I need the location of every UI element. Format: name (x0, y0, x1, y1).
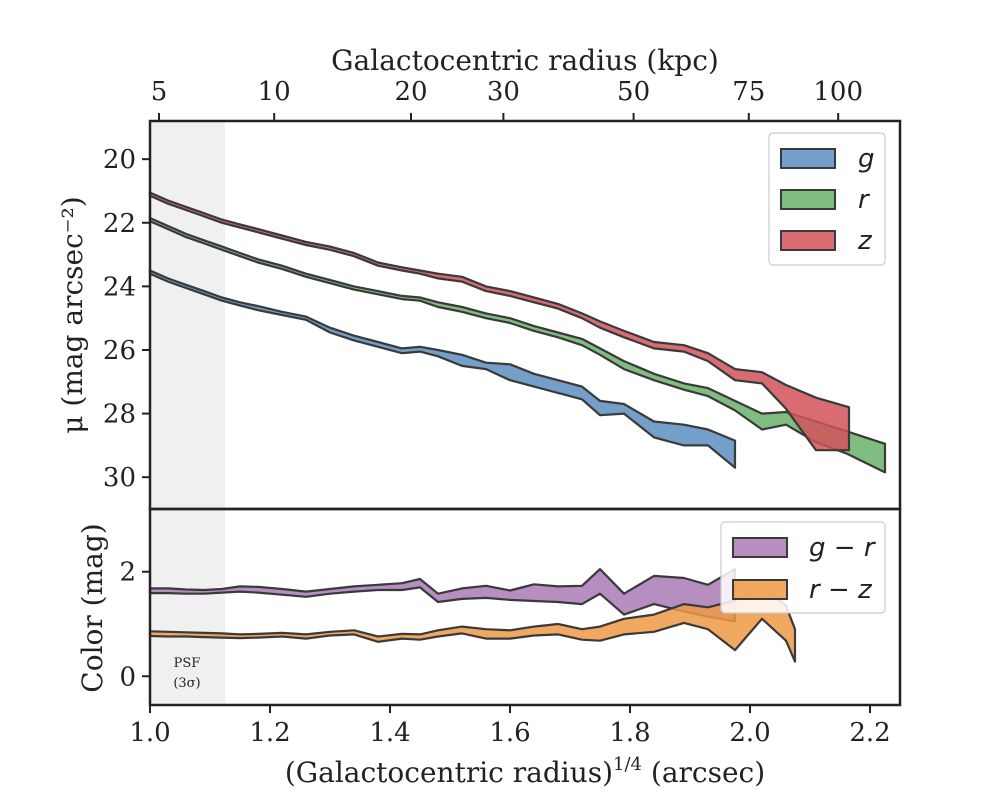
top-legend-swatch (780, 148, 836, 169)
bottom-x-axis-label: (Galactocentric radius)1/4 (arcsec) (285, 754, 765, 789)
x-axis-label-suffix: (arcsec) (642, 756, 765, 789)
legends: grz g − r r − z (720, 132, 886, 614)
xtick-top-label: 100 (813, 77, 863, 107)
xtick-top-label: 30 (487, 77, 520, 107)
top-legend-label: r (858, 185, 871, 215)
ytick-top-label: 30 (103, 463, 136, 493)
color-bands (148, 568, 797, 663)
x-axis-label-main: (Galactocentric radius) (285, 756, 613, 789)
psf-annotation-line2: (3σ) (173, 676, 200, 691)
band-gr (148, 568, 737, 623)
top-axis-label: Galactocentric radius (kpc) (331, 44, 719, 77)
xtick-bottom-label: 1.6 (489, 718, 530, 748)
band-z (148, 191, 851, 452)
ytick-bottom-label: 0 (119, 662, 136, 692)
bottom-legend-label: r − z (809, 575, 873, 605)
top-legend-swatch (780, 189, 836, 210)
band-rz (148, 583, 797, 663)
top-legend-label: z (857, 226, 873, 256)
xtick-bottom-label: 1.8 (609, 718, 650, 748)
bottom-panel-frame (148, 507, 902, 707)
top-y-axis-label: μ (mag arcsec⁻²) (56, 196, 89, 433)
axis-ticks: 20 22 24 26 28 30 5 10 20 30 50 75 100 0 2 1.0 1.2 1.4 1.6… (103, 77, 891, 748)
bottom-legend-swatch (732, 537, 788, 558)
xtick-bottom-label: 1.2 (249, 718, 290, 748)
ytick-top-label: 28 (103, 400, 136, 430)
xtick-top-label: 20 (394, 77, 427, 107)
xtick-bottom-label: 2.0 (729, 718, 770, 748)
band-g (148, 269, 737, 469)
surface-brightness-bands (148, 191, 887, 474)
ytick-top-label: 22 (103, 209, 136, 239)
psf-shade-bottom (150, 509, 225, 705)
ytick-top-label: 24 (103, 272, 136, 302)
ytick-top-label: 20 (103, 145, 136, 175)
top-legend-label: g (858, 144, 875, 174)
xtick-top-label: 5 (151, 77, 168, 107)
xtick-top-label: 50 (617, 77, 650, 107)
xtick-bottom-label: 1.4 (369, 718, 410, 748)
ytick-bottom-label: 2 (119, 558, 136, 588)
bottom-y-axis-label: Color (mag) (76, 523, 109, 692)
x-axis-label-superscript: 1/4 (613, 754, 642, 775)
psf-annotation-line1: PSF (174, 656, 201, 671)
xtick-top-label: 75 (732, 77, 765, 107)
band-r (148, 216, 887, 474)
top-legend-swatch (780, 230, 836, 251)
ytick-top-label: 26 (103, 336, 136, 366)
xtick-top-label: 10 (258, 77, 291, 107)
psf-shade-top (150, 121, 225, 509)
xtick-bottom-label: 1.0 (129, 718, 170, 748)
xtick-bottom-label: 2.2 (849, 718, 890, 748)
bottom-legend-label: g − r (809, 533, 877, 563)
bottom-legend-swatch (732, 579, 788, 600)
